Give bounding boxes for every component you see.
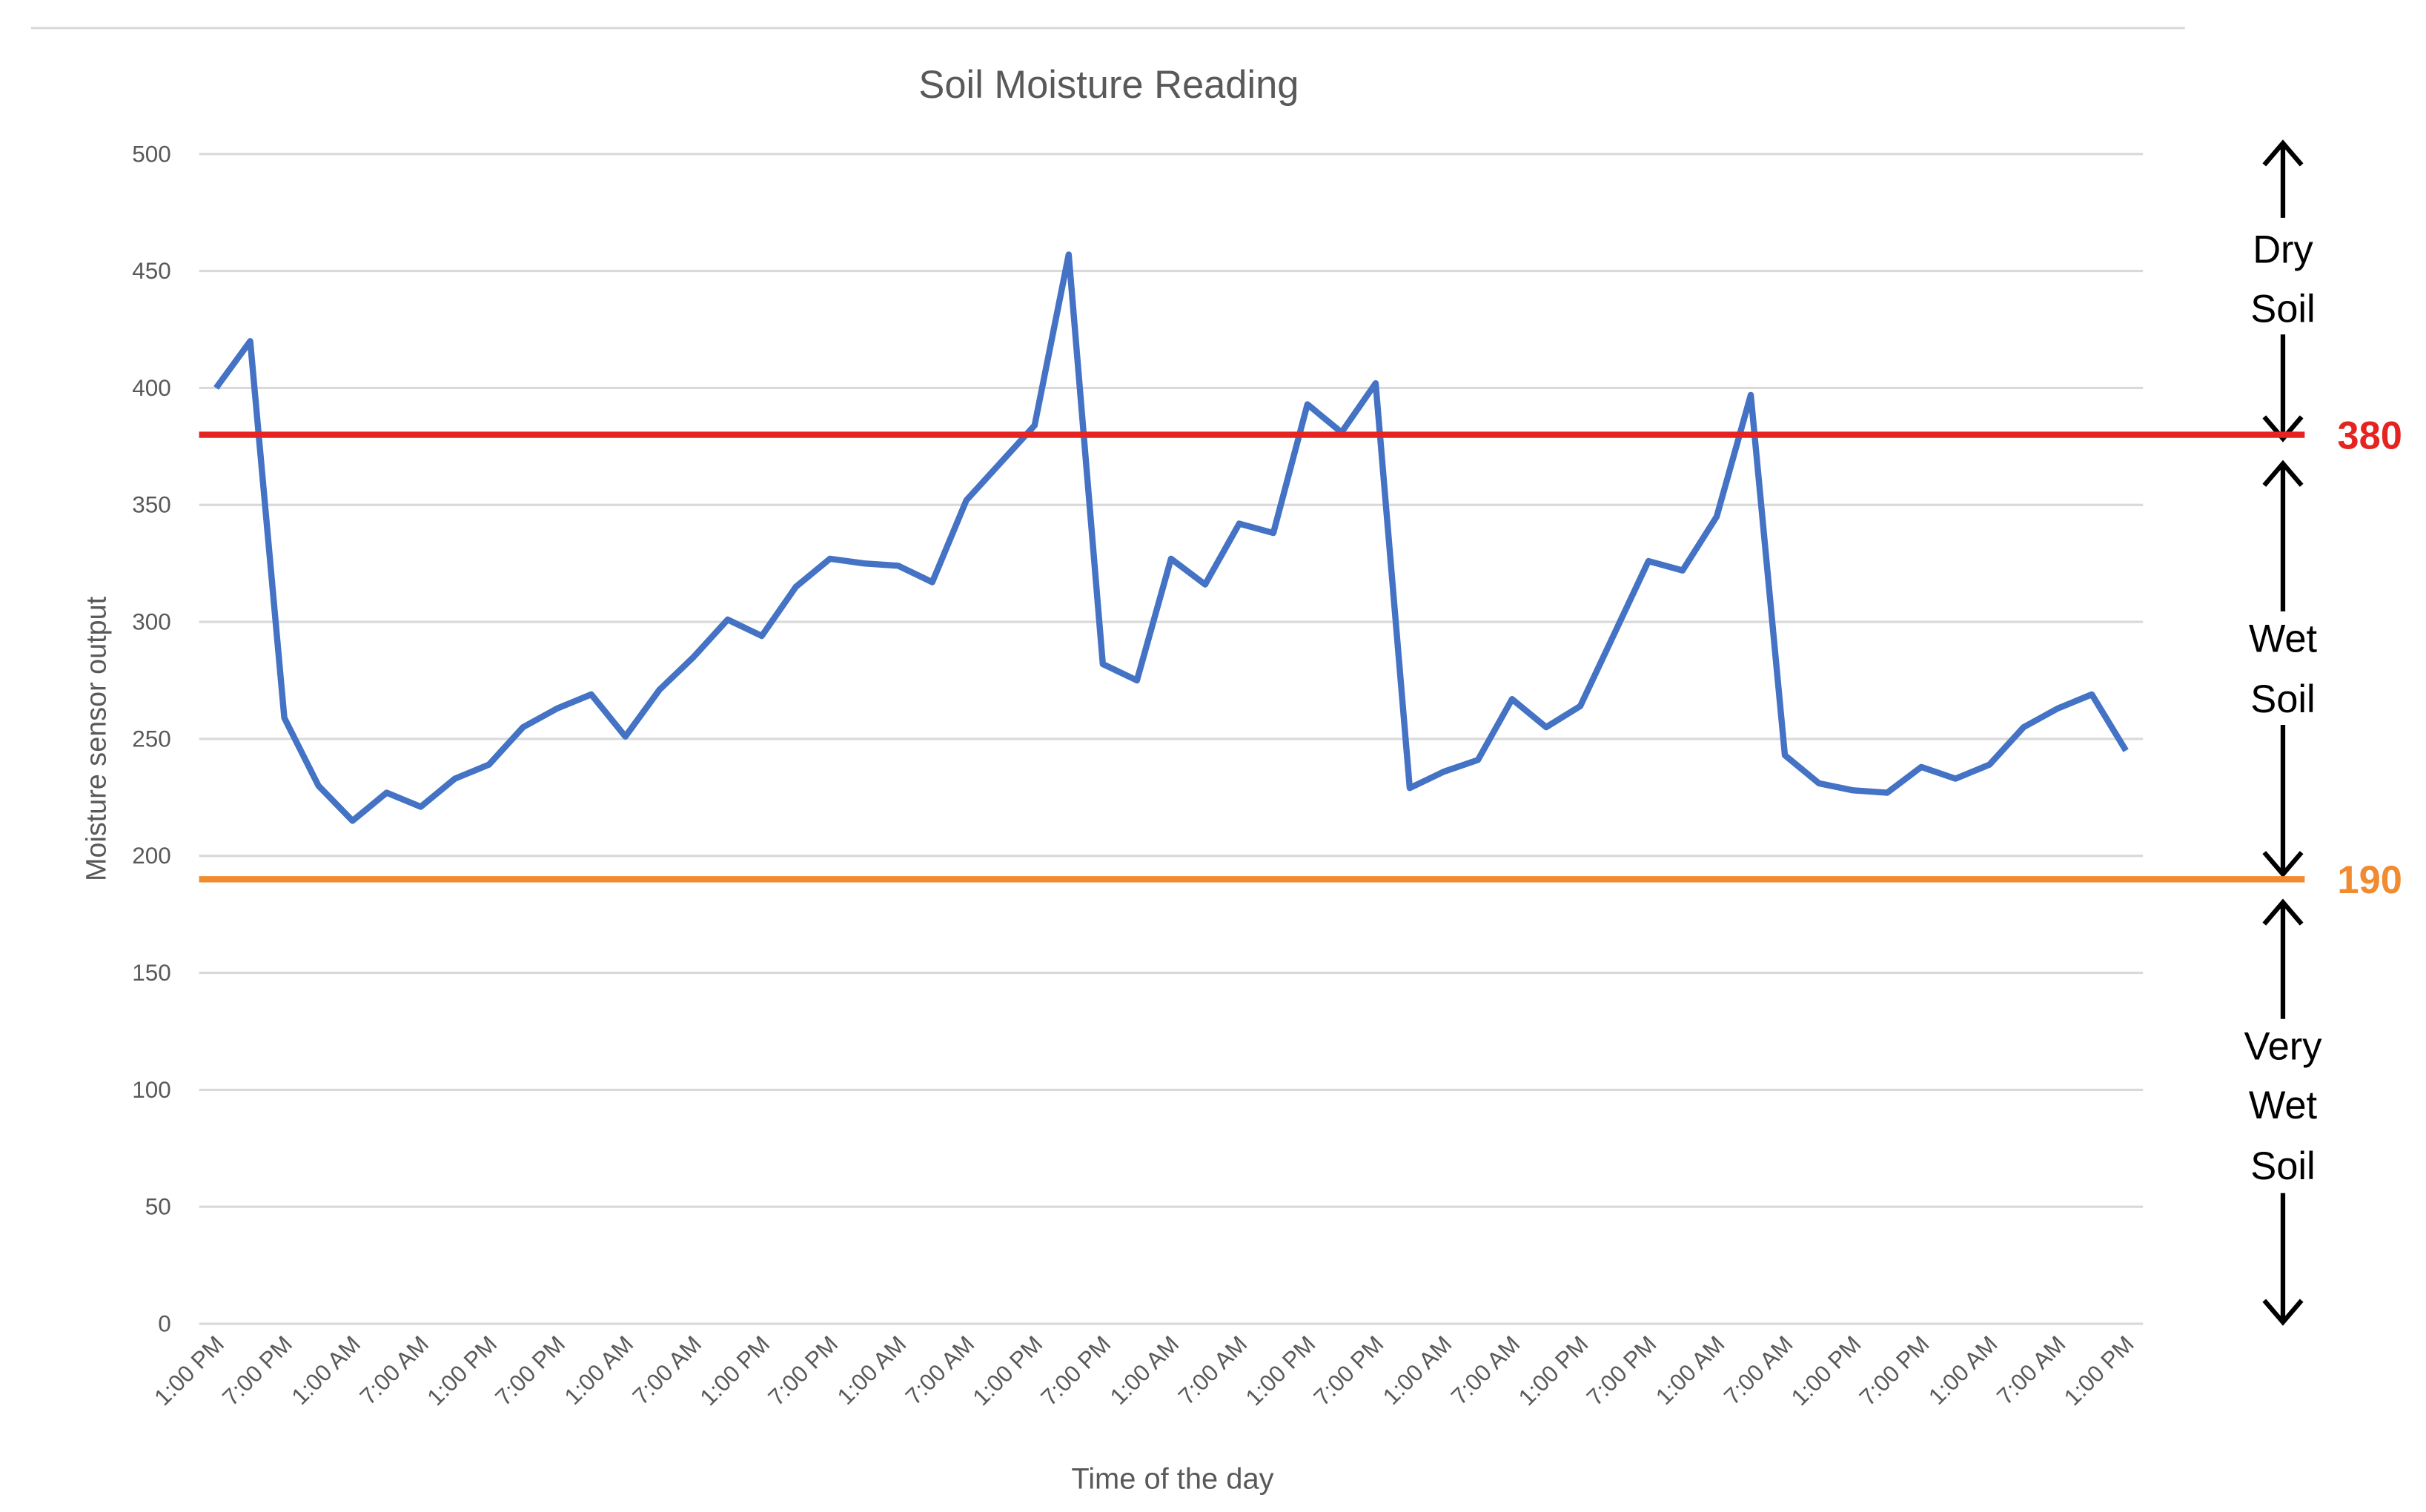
arrow bbox=[2262, 139, 2304, 218]
x-tick-label: 7:00 AM bbox=[628, 1331, 706, 1410]
arrow bbox=[2262, 334, 2304, 442]
x-tick-label: 7:00 AM bbox=[355, 1331, 434, 1410]
arrow bbox=[2262, 1193, 2304, 1326]
zone-label: Very bbox=[2244, 1025, 2323, 1068]
x-tick-label: 7:00 AM bbox=[901, 1331, 979, 1410]
x-tick-label: 7:00 AM bbox=[1992, 1331, 2070, 1410]
y-tick-label: 50 bbox=[145, 1194, 171, 1220]
y-tick-label: 200 bbox=[132, 843, 171, 869]
y-tick-label: 250 bbox=[132, 726, 171, 752]
x-tick-label: 7:00 PM bbox=[1582, 1331, 1662, 1411]
x-tick-label: 1:00 AM bbox=[560, 1331, 638, 1410]
x-tick-label: 1:00 PM bbox=[1241, 1331, 1321, 1411]
zone-label: Wet bbox=[2249, 1084, 2318, 1127]
y-tick-label: 0 bbox=[158, 1311, 171, 1337]
x-tick-label: 1:00 AM bbox=[1651, 1331, 1729, 1410]
x-tick-label: 7:00 AM bbox=[1446, 1331, 1525, 1410]
zone-arrows bbox=[2262, 139, 2304, 1326]
zone-label: Wet bbox=[2249, 617, 2318, 660]
y-tick-label: 450 bbox=[132, 258, 171, 284]
x-tick-label: 1:00 AM bbox=[1923, 1331, 2002, 1410]
threshold-label: 190 bbox=[2337, 859, 2402, 902]
x-tick-label: 7:00 PM bbox=[218, 1331, 298, 1411]
x-tick-label: 7:00 PM bbox=[763, 1331, 844, 1411]
y-tick-label: 500 bbox=[132, 141, 171, 167]
y-tick-label: 150 bbox=[132, 960, 171, 986]
x-tick-label: 1:00 AM bbox=[832, 1331, 911, 1410]
x-tick-label: 1:00 PM bbox=[422, 1331, 503, 1411]
x-tick-label: 1:00 PM bbox=[695, 1331, 775, 1411]
threshold-label: 380 bbox=[2337, 414, 2402, 457]
data-line bbox=[213, 251, 2129, 824]
y-tick-label: 300 bbox=[132, 609, 171, 635]
x-axis-label: Time of the day bbox=[1071, 1463, 1273, 1496]
x-tick-label: 1:00 AM bbox=[287, 1331, 365, 1410]
y-tick-label: 100 bbox=[132, 1077, 171, 1103]
zone-label: Soil bbox=[2250, 1145, 2315, 1188]
x-tick-label: 1:00 PM bbox=[1514, 1331, 1594, 1411]
x-tick-label: 7:00 AM bbox=[1719, 1331, 1797, 1410]
x-tick-label: 1:00 PM bbox=[2059, 1331, 2139, 1411]
x-tick-label: 7:00 PM bbox=[491, 1331, 571, 1411]
x-tick-label: 1:00 AM bbox=[1378, 1331, 1456, 1410]
zone-label: Dry bbox=[2253, 229, 2313, 272]
zone-label: Soil bbox=[2250, 288, 2315, 331]
chart-title: Soil Moisture Reading bbox=[918, 64, 1299, 107]
y-tick-label: 350 bbox=[132, 492, 171, 518]
x-tick-label: 1:00 PM bbox=[1786, 1331, 1866, 1411]
arrow bbox=[2262, 898, 2304, 1019]
x-tick-label: 1:00 PM bbox=[149, 1331, 229, 1411]
zone-label: Soil bbox=[2250, 678, 2315, 721]
x-tick-label: 7:00 PM bbox=[1309, 1331, 1389, 1411]
x-tick-label: 1:00 AM bbox=[1105, 1331, 1184, 1410]
x-tick-label: 1:00 PM bbox=[968, 1331, 1048, 1411]
x-tick-label: 7:00 PM bbox=[1036, 1331, 1116, 1411]
arrow bbox=[2262, 460, 2304, 611]
y-axis-label: Moisture sensor output bbox=[82, 596, 113, 881]
x-tick-label: 7:00 PM bbox=[1855, 1331, 1935, 1411]
x-tick-label: 7:00 AM bbox=[1173, 1331, 1252, 1410]
y-tick-label: 400 bbox=[132, 375, 171, 401]
arrow bbox=[2262, 725, 2304, 878]
